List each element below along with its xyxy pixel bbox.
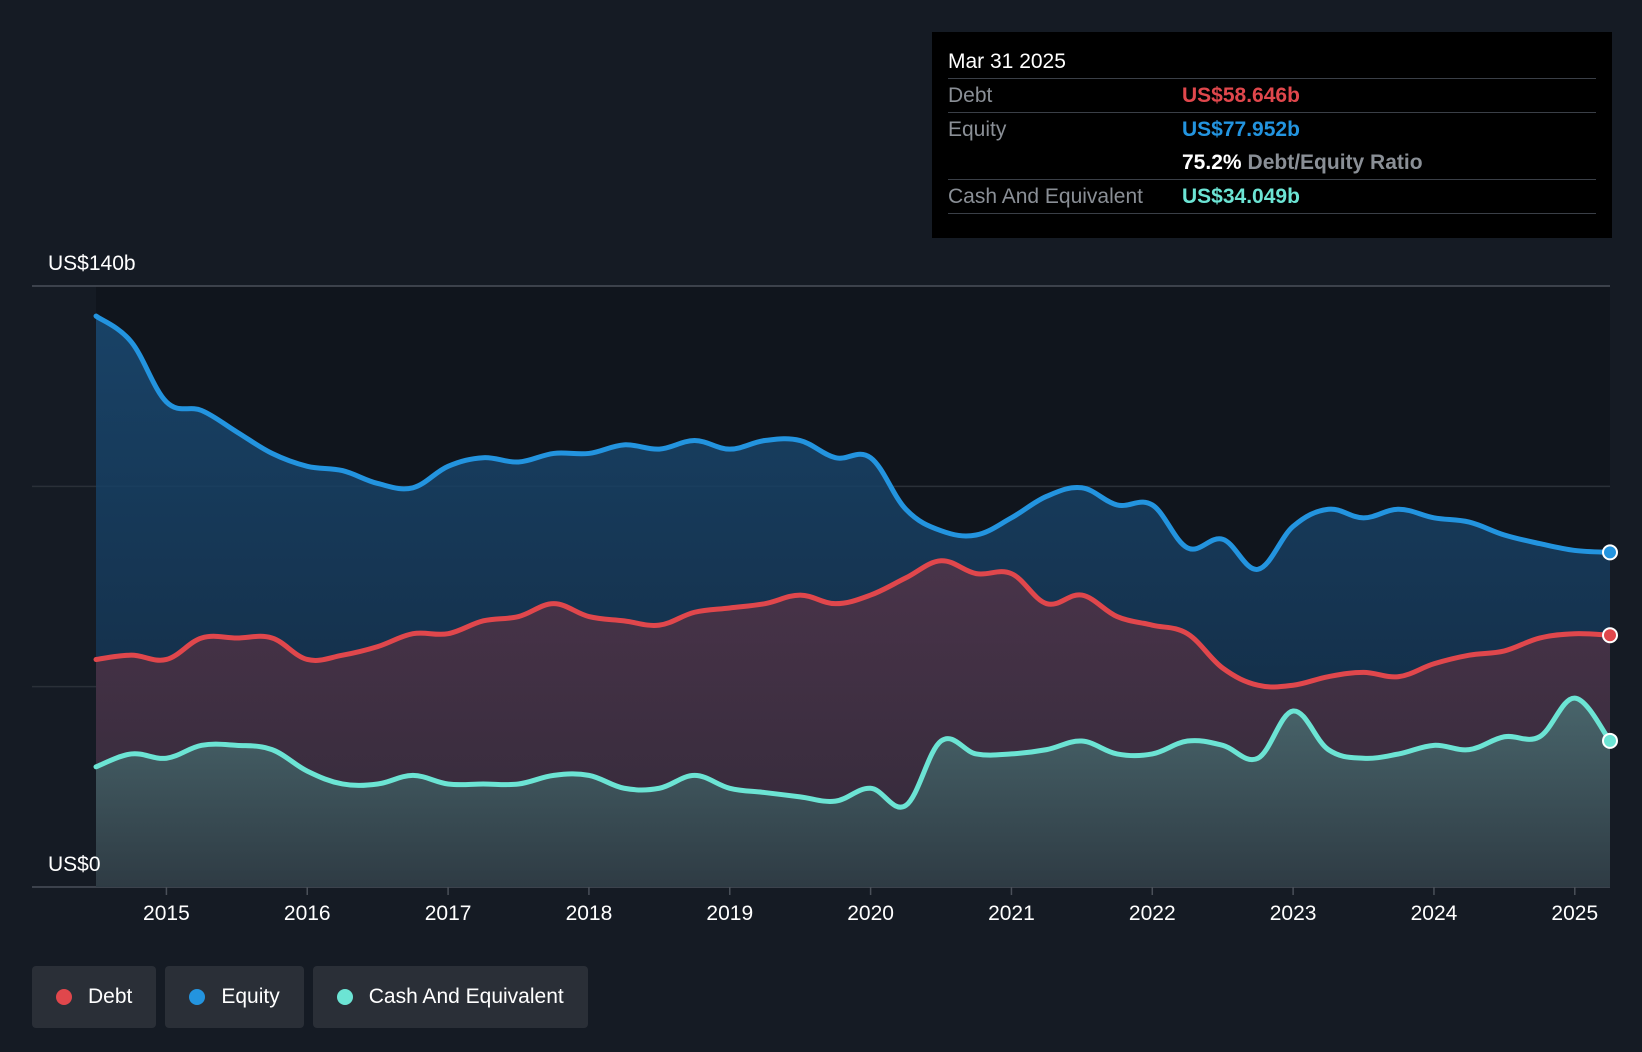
- tooltip-row-debt: Debt US$58.646b: [948, 78, 1596, 112]
- cash-dot-icon: [336, 989, 353, 1005]
- x-tick-label: 2024: [1411, 902, 1458, 925]
- tooltip-ratio-value: 75.2%: [1182, 150, 1242, 174]
- debt-dot-icon: [56, 989, 72, 1005]
- y-axis: US$140b US$0: [48, 252, 136, 876]
- tooltip-cash-value: US$34.049b: [1182, 184, 1300, 208]
- debt-line: [93, 558, 1613, 690]
- legend-item-debt[interactable]: Debt: [32, 966, 157, 1028]
- cash-line: [93, 695, 1613, 810]
- cash-end-marker: [1602, 732, 1618, 749]
- legend-item-cash[interactable]: Cash And Equivalent: [312, 966, 588, 1028]
- equity-end-marker: [1602, 544, 1618, 561]
- x-tick-label: 2018: [566, 902, 613, 925]
- cash-area: [96, 698, 1610, 887]
- legend-item-equity[interactable]: Equity: [165, 966, 304, 1028]
- series-lines: [93, 313, 1613, 810]
- x-axis: 2015 2016 2017 2018 2019 2020 2021 2022 2023 2024…: [143, 887, 1598, 925]
- equity-line: [93, 313, 1613, 572]
- tooltip-row-ratio: 75.2% Debt/Equity Ratio: [948, 146, 1596, 179]
- tooltip-debt-value: US$58.646b: [1182, 83, 1300, 107]
- equity-dot-icon: [189, 989, 206, 1005]
- x-tick-label: 2021: [988, 902, 1035, 925]
- y-min-label: US$0: [48, 853, 101, 876]
- series-end-markers: [1602, 544, 1618, 749]
- x-tick-label: 2023: [1270, 902, 1317, 925]
- x-tick-label: 2015: [143, 902, 190, 925]
- tooltip-row-equity: Equity US$77.952b: [948, 112, 1596, 146]
- legend-label-debt: Debt: [88, 985, 133, 1008]
- tooltip-ratio-label: Debt/Equity Ratio: [1247, 150, 1423, 174]
- x-tick-label: 2019: [706, 902, 753, 925]
- x-tick-label: 2017: [425, 902, 472, 925]
- chart-legend: Debt Equity Cash And Equivalent: [32, 966, 588, 1028]
- x-tick-label: 2022: [1129, 902, 1176, 925]
- tooltip-row-cash: Cash And Equivalent US$34.049b: [948, 179, 1596, 214]
- x-tick-label: 2016: [284, 902, 331, 925]
- tooltip-date: Mar 31 2025: [948, 50, 1066, 73]
- legend-label-equity: Equity: [221, 985, 280, 1008]
- tooltip-cash-label: Cash And Equivalent: [948, 184, 1143, 208]
- legend-label-cash: Cash And Equivalent: [368, 985, 564, 1008]
- x-tick-label: 2025: [1551, 902, 1598, 925]
- tooltip-debt-label: Debt: [948, 83, 993, 107]
- tooltip-equity-value: US$77.952b: [1182, 117, 1300, 141]
- tooltip-equity-label: Equity: [948, 117, 1007, 141]
- y-max-label: US$140b: [48, 252, 136, 275]
- x-tick-label: 2020: [847, 902, 894, 925]
- debt-end-marker: [1602, 627, 1618, 644]
- data-tooltip: Mar 31 2025 Debt US$58.646b Equity US$77…: [932, 32, 1612, 238]
